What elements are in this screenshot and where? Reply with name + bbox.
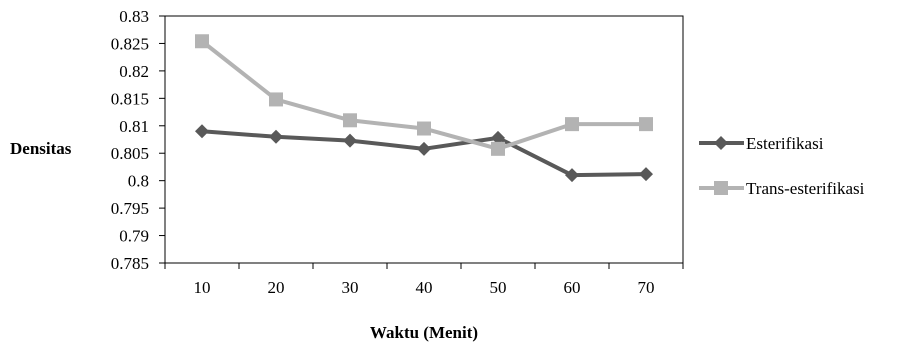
x-tick-label: 60: [564, 278, 581, 297]
y-tick-label: 0.825: [111, 34, 149, 53]
data-point: [417, 121, 431, 136]
legend-item: Trans-esterifikasi: [699, 179, 865, 198]
data-point: [639, 117, 653, 132]
data-point: [195, 34, 209, 49]
data-point: [565, 168, 579, 183]
x-axis-title: Waktu (Menit): [370, 323, 478, 342]
y-tick-label: 0.805: [111, 144, 149, 163]
legend-item: Esterifikasi: [699, 134, 824, 153]
plot-frame: [164, 15, 684, 264]
data-point: [269, 92, 283, 107]
x-axis-ticks: 10 20 30 40 50 60 70: [164, 263, 684, 297]
data-point: [639, 167, 653, 182]
y-tick-label: 0.795: [111, 199, 149, 218]
data-point: [565, 117, 579, 132]
series-esterifikasi: [195, 124, 653, 183]
y-axis-title: Densitas: [10, 139, 72, 158]
y-tick-label: 0.8: [128, 172, 149, 191]
y-tick-label: 0.83: [119, 7, 149, 26]
x-tick-label: 30: [342, 278, 359, 297]
data-point: [343, 113, 357, 128]
legend-label: Trans-esterifikasi: [746, 179, 865, 198]
y-tick-label: 0.815: [111, 89, 149, 108]
legend-marker: [714, 136, 728, 150]
x-tick-label: 10: [194, 278, 211, 297]
series-layer: [195, 34, 653, 183]
y-tick-label: 0.81: [119, 117, 149, 136]
y-axis-ticks: 0.83 0.825 0.82 0.815 0.81 0.805 0.8 0.795 0.79 0…: [111, 7, 165, 273]
series-trans-esterifikasi: [195, 34, 653, 156]
legend: Esterifikasi Trans-esterifikasi: [699, 134, 865, 198]
data-point: [491, 141, 505, 156]
x-tick-label: 50: [490, 278, 507, 297]
data-point: [491, 130, 505, 145]
y-tick-label: 0.785: [111, 254, 149, 273]
y-tick-label: 0.82: [119, 62, 149, 81]
y-tick-label: 0.79: [119, 227, 149, 246]
x-tick-label: 70: [638, 278, 655, 297]
x-tick-label: 20: [268, 278, 285, 297]
legend-marker: [714, 181, 728, 195]
data-point: [417, 141, 431, 156]
data-point: [195, 124, 209, 139]
data-point: [269, 129, 283, 144]
x-tick-label: 40: [416, 278, 433, 297]
legend-label: Esterifikasi: [746, 134, 824, 153]
data-point: [343, 133, 357, 148]
